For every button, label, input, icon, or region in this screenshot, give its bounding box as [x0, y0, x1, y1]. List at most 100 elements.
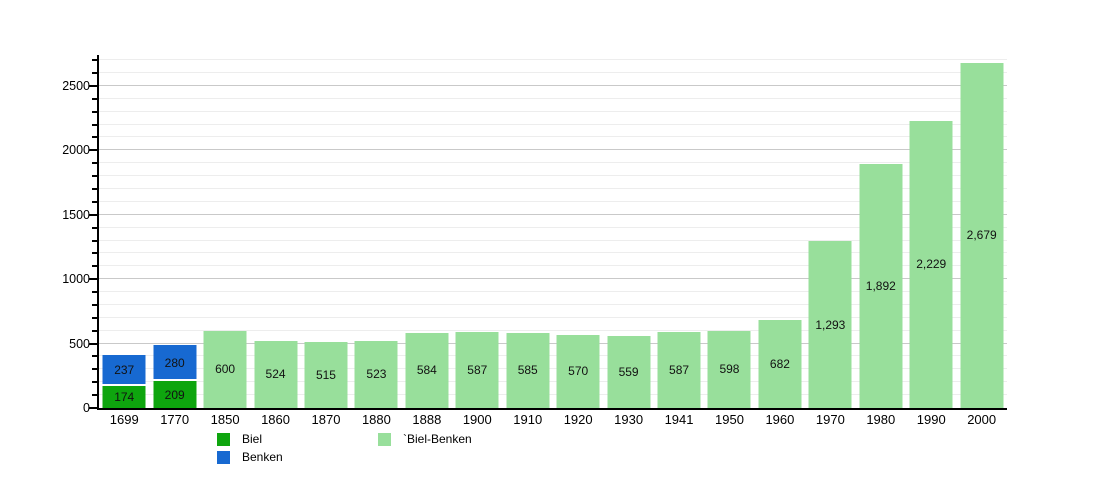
y-axis-tick: [92, 303, 97, 306]
x-axis-label-1970: 1970: [815, 412, 845, 427]
bar-segment-biel-benken-1970: [808, 241, 852, 408]
bar-segment-biel-benken-1920: [556, 334, 600, 408]
bar-segment-biel-benken-1870: [304, 341, 348, 408]
bar-group-1990: 2,229: [906, 55, 956, 408]
y-axis-tick: [89, 407, 97, 409]
bar-group-1950: 598: [704, 55, 754, 408]
y-axis-label-1500: 1500: [62, 207, 90, 222]
bar-1699: 174 237: [102, 55, 146, 408]
bar-value-label: 682: [769, 357, 790, 372]
y-axis-tick: [92, 110, 97, 113]
y-axis-tick: [92, 226, 97, 229]
bar-value-label: 585: [517, 363, 538, 378]
y-axis-tick: [92, 188, 97, 190]
bar-value-label: 587: [467, 363, 488, 378]
gridline-minor: [99, 226, 1007, 228]
bar-group-1860: 524: [250, 55, 300, 408]
bar-1930: 559: [607, 55, 651, 408]
y-axis-label-2500: 2500: [62, 78, 90, 93]
y-axis-tick: [92, 200, 97, 203]
bar-value-label: 1,892: [865, 279, 896, 294]
x-axis-label-1941: 1941: [664, 412, 694, 427]
bar-segment-biel-benken-1980: [859, 164, 903, 408]
gridline-minor: [99, 59, 1007, 61]
bar-1888: 584: [405, 55, 449, 408]
y-axis-tick: [92, 316, 97, 319]
gridline-minor: [99, 239, 1007, 241]
x-axis-label-2000: 2000: [967, 412, 997, 427]
gridlines-layer: [99, 55, 1007, 408]
gridline-minor: [99, 303, 1007, 305]
bar-segment-biel-benken-1960: [758, 320, 802, 408]
bar-group-1850: 600: [200, 55, 250, 408]
gridline-major: [99, 213, 1007, 215]
gridline-major: [99, 278, 1007, 280]
bar-segment-biel-1699: [102, 385, 146, 408]
x-axis-label-1880: 1880: [361, 412, 391, 427]
gridline-minor: [99, 188, 1007, 189]
bar-value-label: 600: [215, 362, 236, 377]
x-axis-label-1870: 1870: [311, 412, 341, 427]
x-axis-label-1860: 1860: [261, 412, 290, 427]
x-axis-label-1770: 1770: [160, 412, 190, 427]
gridline-minor: [99, 175, 1007, 177]
y-axis-tick: [92, 265, 97, 268]
bar-group-1770: 209 280: [149, 55, 199, 408]
bar-value-label: 524: [265, 367, 286, 382]
x-axis-label-1980: 1980: [866, 412, 896, 427]
gridline-minor: [99, 355, 1007, 357]
y-axis-tick: [92, 175, 97, 178]
legend-entry-benken: Benken: [217, 450, 283, 464]
bar-value-label: 587: [669, 363, 690, 378]
legend-entry--biel-benken: `Biel-Benken: [378, 432, 472, 446]
bar-segment-biel-benken-1888: [405, 332, 449, 408]
bar-1850: 600: [203, 55, 247, 408]
bar-group-1900: 587: [452, 55, 502, 408]
bar-value-label: 280: [164, 356, 185, 371]
gridline-minor: [99, 162, 1007, 164]
y-axis-tick: [92, 252, 97, 255]
bar-value-label: 515: [315, 367, 336, 382]
x-axis-label-1910: 1910: [513, 412, 543, 427]
bar-1941: 587: [657, 55, 701, 408]
y-axis-tick: [92, 355, 97, 358]
legend-entry-biel: Biel: [217, 432, 262, 446]
y-axis-tick: [89, 149, 97, 152]
y-axis-label-2000: 2000: [62, 143, 90, 158]
bar-1990: 2,229: [909, 55, 953, 408]
bar-value-label: 2,229: [916, 257, 947, 272]
bar-segment-biel-benken-1941: [657, 332, 701, 408]
gridline-minor: [99, 72, 1007, 74]
legend-label-benken: Benken: [242, 450, 283, 464]
bar-2000: 2,679: [960, 55, 1004, 408]
bar-1950: 598: [707, 55, 751, 408]
gridline-minor: [99, 316, 1007, 318]
bars-layer: 174 237 209 280 600 524 515 523 584 587 585 570 559 5…: [99, 55, 1007, 408]
bar-value-label: 584: [416, 363, 437, 378]
bar-value-label: 237: [114, 363, 135, 378]
y-axis-tick: [92, 368, 97, 371]
y-axis-tick: [92, 123, 97, 126]
bar-segment-biel-benken-1990: [909, 120, 953, 408]
bar-value-label: 174: [114, 389, 135, 404]
gridline-minor: [99, 394, 1007, 396]
bar-segment-biel-benken-1910: [506, 332, 550, 408]
bar-1860: 524: [254, 55, 298, 408]
bar-segment-biel-benken-1880: [354, 340, 398, 408]
bar-group-1920: 570: [553, 55, 603, 408]
bar-1870: 515: [304, 55, 348, 408]
y-axis-tick: [92, 394, 97, 397]
bar-value-label: 570: [568, 364, 589, 379]
bar-value-label: 2,679: [966, 228, 997, 243]
y-axis-label-500: 500: [69, 336, 90, 351]
gridline-minor: [99, 136, 1007, 138]
y-axis-tick: [92, 329, 97, 332]
gridline-minor: [99, 110, 1007, 112]
bar-group-1699: 174 237: [99, 55, 149, 408]
bar-value-label: 523: [366, 367, 387, 382]
gridline-major: [99, 84, 1007, 86]
bar-segment-benken-1699: [102, 355, 146, 386]
y-ticks-layer: [89, 55, 1007, 409]
bar-1920: 570: [556, 55, 600, 408]
gridline-minor: [99, 97, 1007, 99]
